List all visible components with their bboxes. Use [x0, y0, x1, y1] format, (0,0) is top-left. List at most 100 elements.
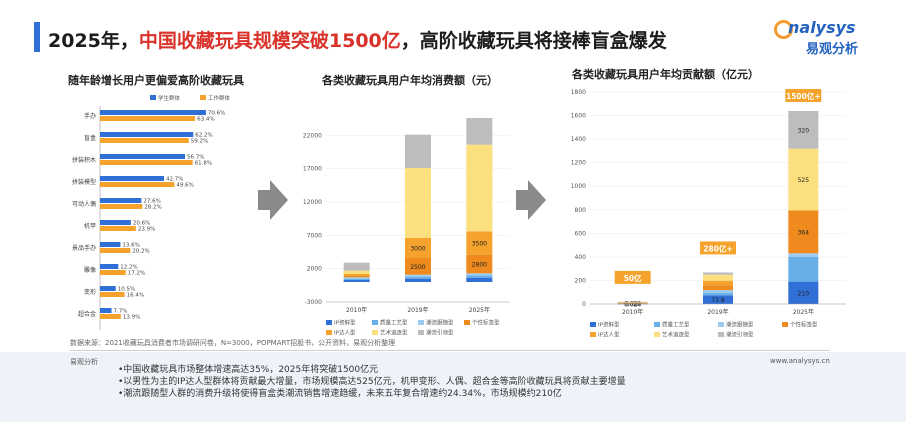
callout-box	[785, 89, 822, 102]
legend-swatch	[326, 320, 332, 325]
bar	[100, 220, 131, 225]
legend-swatch	[464, 320, 470, 325]
bar-segment	[466, 275, 493, 278]
bar-segment	[788, 148, 819, 211]
y-tick-label: 12000	[303, 199, 322, 206]
bar	[100, 182, 175, 187]
footer-url: www.analysys.cn	[770, 357, 830, 365]
bar-segment	[617, 302, 648, 303]
bar-segment	[343, 276, 370, 278]
segment-label: 3000	[410, 246, 425, 253]
legend-swatch	[654, 332, 660, 337]
legend-label: 学生群体	[158, 94, 181, 102]
callout-box	[700, 241, 736, 255]
bar	[100, 226, 136, 231]
bar	[100, 160, 193, 165]
y-tick-label: 1000	[571, 183, 586, 190]
y-tick-label: 22000	[303, 132, 322, 139]
data-source: 数据来源：2021收藏玩具消费者市场调研问卷，N=3000，POPMART招股书…	[70, 339, 396, 347]
note-2: •以男性为主的IP达人型群体将贡献最大增量，市场规模高达525亿元，机甲变形、人…	[118, 377, 626, 387]
bar-segment	[703, 293, 733, 296]
bar-segment	[466, 231, 493, 255]
bar	[100, 204, 143, 209]
category-label: 拼装积木	[72, 156, 96, 164]
x-tick-label: 2019年	[407, 306, 428, 314]
note-1: •中国收藏玩具市场整体增速高达35%，2025年将突破1500亿元	[118, 365, 379, 375]
legend-swatch	[654, 322, 660, 327]
legend-label: 艺术追逐型	[662, 331, 690, 339]
logo-text-cn: 易观分析	[806, 42, 859, 57]
data-label: 23.9%	[138, 227, 155, 233]
chart3-stacked-bar: 0 200 400 600 800 1000 1200 1400 1600 1800 0.0240.…	[571, 89, 846, 339]
legend-swatch	[590, 332, 596, 337]
legend-label: 质量工艺型	[380, 319, 408, 327]
data-label: 13.9%	[123, 315, 140, 321]
bar-segment	[617, 303, 648, 304]
y-tick-label: 2000	[307, 266, 322, 273]
footnotes: •中国收藏玩具市场整体增速高达35%，2025年将突破1500亿元 •以男性为主…	[118, 364, 626, 400]
segment-label: 3500	[472, 241, 487, 248]
title-rest: ，高阶收藏玩具将接棒盲盒爆发	[400, 30, 667, 52]
bar	[100, 176, 165, 181]
callout-box	[614, 270, 651, 284]
category-label: 盲盒	[84, 134, 96, 142]
bar-segment	[343, 280, 370, 282]
legend-swatch	[418, 320, 424, 325]
title-accent-bar	[34, 22, 40, 52]
bar-segment	[343, 274, 370, 276]
data-label: 59.2%	[191, 139, 208, 145]
segment-label: 320	[798, 127, 810, 134]
bar-segment	[343, 270, 370, 274]
bar	[100, 264, 119, 269]
bar-segment	[788, 210, 819, 254]
bar-segment	[703, 274, 733, 281]
legend-label: IP资鲜型	[598, 321, 620, 329]
x-tick-label: 2025年	[793, 308, 814, 316]
bar	[100, 138, 189, 143]
note-3: •潮流跟随型人群的消费升级将使得盲盒类潮流销售增速趋缓，未来五年复合增速约24.…	[118, 389, 562, 399]
legend-swatch	[718, 322, 724, 327]
data-label: 62.2%	[195, 133, 212, 139]
segment-label: 73.8	[711, 297, 725, 304]
data-label: 13.6%	[122, 243, 139, 249]
category-label: 拼装模型	[72, 178, 96, 186]
legend-swatch	[372, 330, 378, 335]
bar	[100, 286, 116, 291]
bar-segment	[405, 238, 431, 258]
legend-label: IP达人型	[334, 329, 356, 337]
bar-segment	[466, 118, 493, 145]
y-tick-label: 1600	[571, 113, 586, 120]
analysys-logo: nalysys 易观分析	[770, 16, 880, 57]
title-highlight: 中国收藏玩具规模突破1500亿	[138, 30, 401, 52]
legend-label: IP资鲜型	[334, 319, 356, 327]
bar-segment	[466, 273, 493, 276]
bar	[100, 154, 186, 159]
data-label: 20.2%	[132, 249, 149, 255]
legend-swatch	[590, 322, 596, 327]
bar-segment	[703, 290, 733, 294]
category-label: 变形	[84, 288, 96, 296]
bar-segment	[788, 253, 819, 257]
bar-segment	[405, 278, 431, 282]
legend-label: 潮流跟随型	[726, 321, 754, 329]
title-year: 2025年，	[48, 30, 139, 52]
y-tick-label: 400	[575, 254, 587, 261]
bar-segment	[466, 278, 493, 282]
legend-label: 个性标签型	[790, 321, 818, 329]
callout-label: 50亿	[624, 273, 642, 283]
bar-segment	[788, 281, 819, 304]
bar	[100, 198, 142, 203]
legend-label: 潮流引领型	[726, 331, 754, 339]
bar-segment	[617, 302, 648, 304]
data-label: 7.7%	[114, 309, 128, 315]
bar-segment	[788, 256, 819, 282]
bar	[100, 270, 126, 275]
bar-segment	[466, 254, 493, 274]
arrow-right-icon	[528, 180, 546, 220]
bar-segment	[788, 110, 819, 149]
bar-segment	[703, 295, 733, 304]
legend-label: 艺术追逐型	[380, 329, 408, 337]
legend-swatch	[782, 322, 788, 327]
bar-segment	[405, 258, 431, 275]
segment-label: 210	[798, 290, 810, 297]
